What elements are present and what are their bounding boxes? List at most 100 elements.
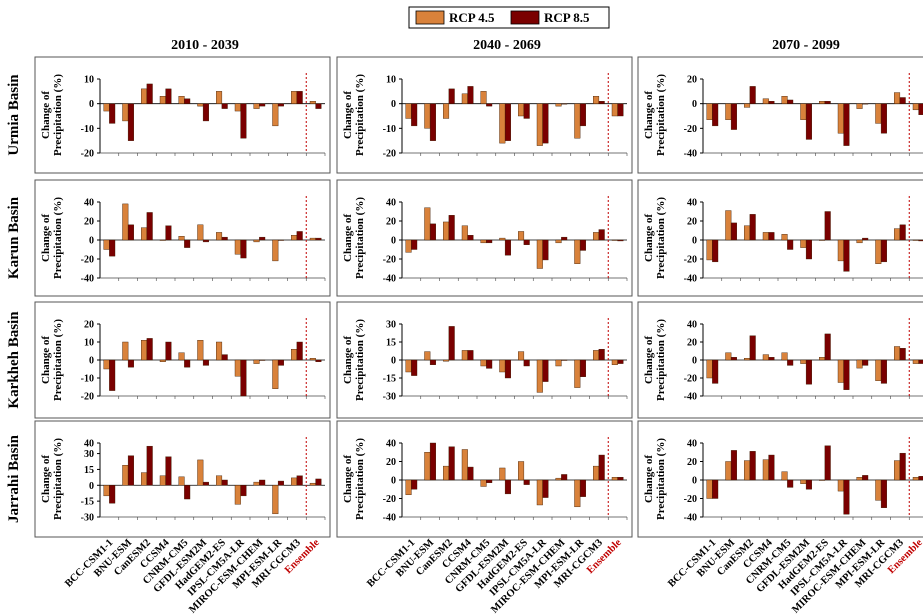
bar-rcp85 [429, 223, 436, 241]
panel: Change of Precipitation (%) 30 15 0 -15 -30 [336, 301, 633, 419]
y-tick-label: -40 [684, 149, 697, 160]
bar-rcp85 [787, 479, 794, 488]
bar-rcp45 [122, 203, 129, 241]
bar-rcp45 [424, 452, 431, 481]
bar-rcp85 [202, 103, 209, 122]
bar-rcp85 [146, 445, 153, 486]
bar-rcp45 [272, 239, 279, 262]
y-tick-label: -40 [383, 274, 396, 285]
bar-rcp85 [730, 450, 737, 481]
bar-rcp85 [411, 239, 418, 250]
bar-rcp45 [103, 359, 110, 370]
bar-rcp85 [617, 477, 624, 481]
legend-swatch-rcp45 [415, 10, 445, 25]
bar-rcp85 [277, 239, 284, 241]
bar-rcp85 [240, 103, 247, 139]
bar-rcp45 [178, 235, 185, 241]
bar-rcp85 [504, 103, 511, 141]
bar-rcp85 [523, 103, 530, 119]
bar-rcp45 [234, 485, 241, 505]
bar-rcp85 [315, 359, 322, 362]
y-axis-label-line2: Precipitation (%) [655, 438, 667, 520]
y-axis-label-line1: Change of [643, 455, 655, 503]
bar-rcp45 [555, 239, 562, 244]
y-tick-label: -40 [383, 513, 396, 524]
y-tick-label: 20 [386, 457, 396, 468]
bar-rcp85 [202, 481, 209, 486]
y-tick-label: 0 [89, 481, 94, 492]
bar-rcp85 [504, 479, 511, 495]
bar-rcp45 [744, 460, 751, 481]
bar-rcp45 [141, 88, 148, 104]
bar-rcp85 [862, 359, 869, 366]
y-tick-label: 20 [687, 457, 697, 468]
y-tick-label: 20 [687, 217, 697, 228]
bar-rcp45 [480, 359, 487, 367]
bar-rcp45 [518, 103, 525, 117]
bar-rcp45 [253, 359, 260, 364]
bar-rcp45 [800, 103, 807, 120]
y-tick-label: -10 [81, 374, 94, 385]
y-axis-label-line2: Precipitation (%) [354, 319, 366, 401]
y-tick-label: 0 [391, 236, 396, 247]
bar-rcp45 [781, 234, 788, 241]
y-tick-label: -40 [684, 392, 697, 403]
bar-rcp85 [296, 475, 303, 486]
y-tick-label: -20 [383, 255, 396, 266]
bar-rcp45 [762, 232, 769, 241]
bar-rcp45 [912, 103, 919, 111]
bar-rcp85 [862, 475, 869, 481]
panel-frame [637, 301, 923, 419]
bar-rcp85 [730, 103, 737, 130]
bar-rcp45 [518, 231, 525, 241]
y-tick-label: -30 [81, 513, 94, 524]
bar-rcp45 [103, 103, 110, 112]
legend-swatch-rcp85 [510, 10, 540, 25]
bar-rcp85 [221, 103, 228, 109]
y-tick-label: 40 [386, 198, 396, 209]
bar-rcp45 [499, 359, 506, 373]
y-tick-label: 10 [84, 338, 94, 349]
bar-rcp85 [542, 479, 549, 498]
panel-frame [637, 179, 923, 297]
bar-rcp45 [443, 103, 450, 119]
panel-frame [34, 56, 331, 174]
bar-rcp45 [819, 357, 826, 361]
legend: RCP 4.5 RCP 8.5 [408, 6, 610, 29]
bar-rcp85 [240, 359, 247, 397]
bar-rcp45 [837, 479, 844, 492]
bar-rcp85 [127, 103, 134, 141]
bar-rcp85 [202, 239, 209, 243]
bar-rcp45 [159, 359, 166, 362]
bar-rcp45 [461, 449, 468, 481]
bar-rcp85 [862, 237, 869, 241]
y-tick-label: -10 [81, 124, 94, 135]
bar-rcp85 [259, 359, 266, 361]
bar-rcp85 [448, 88, 455, 104]
basin-label: Karkheh Basin [6, 311, 22, 409]
bar-rcp45 [424, 207, 431, 241]
panel: Change of Precipitation (%) 40 20 0 -20 -40 [637, 420, 923, 538]
bar-rcp85 [523, 239, 530, 245]
bar-rcp45 [309, 237, 316, 241]
bar-rcp45 [291, 477, 298, 486]
bar-rcp45 [197, 459, 204, 486]
bar-rcp45 [405, 479, 412, 496]
y-axis-label-line1: Change of [342, 336, 354, 384]
y-tick-label: 0 [692, 356, 697, 367]
bar-rcp85 [880, 359, 887, 384]
y-axis-label-line2: Precipitation (%) [354, 438, 366, 520]
bar-rcp45 [800, 479, 807, 484]
bar-rcp45 [309, 482, 316, 486]
y-tick-label: 40 [687, 320, 697, 331]
y-axis-label-line2: Precipitation (%) [354, 197, 366, 279]
bar-rcp45 [518, 351, 525, 361]
bar-rcp45 [856, 103, 863, 109]
bar-rcp45 [141, 472, 148, 486]
bar-rcp45 [216, 341, 223, 361]
legend-box [408, 6, 610, 29]
y-tick-label: -20 [684, 374, 697, 385]
y-axis-label-line1: Change of [342, 214, 354, 262]
y-tick-label: 40 [687, 198, 697, 209]
bar-rcp85 [918, 103, 923, 115]
